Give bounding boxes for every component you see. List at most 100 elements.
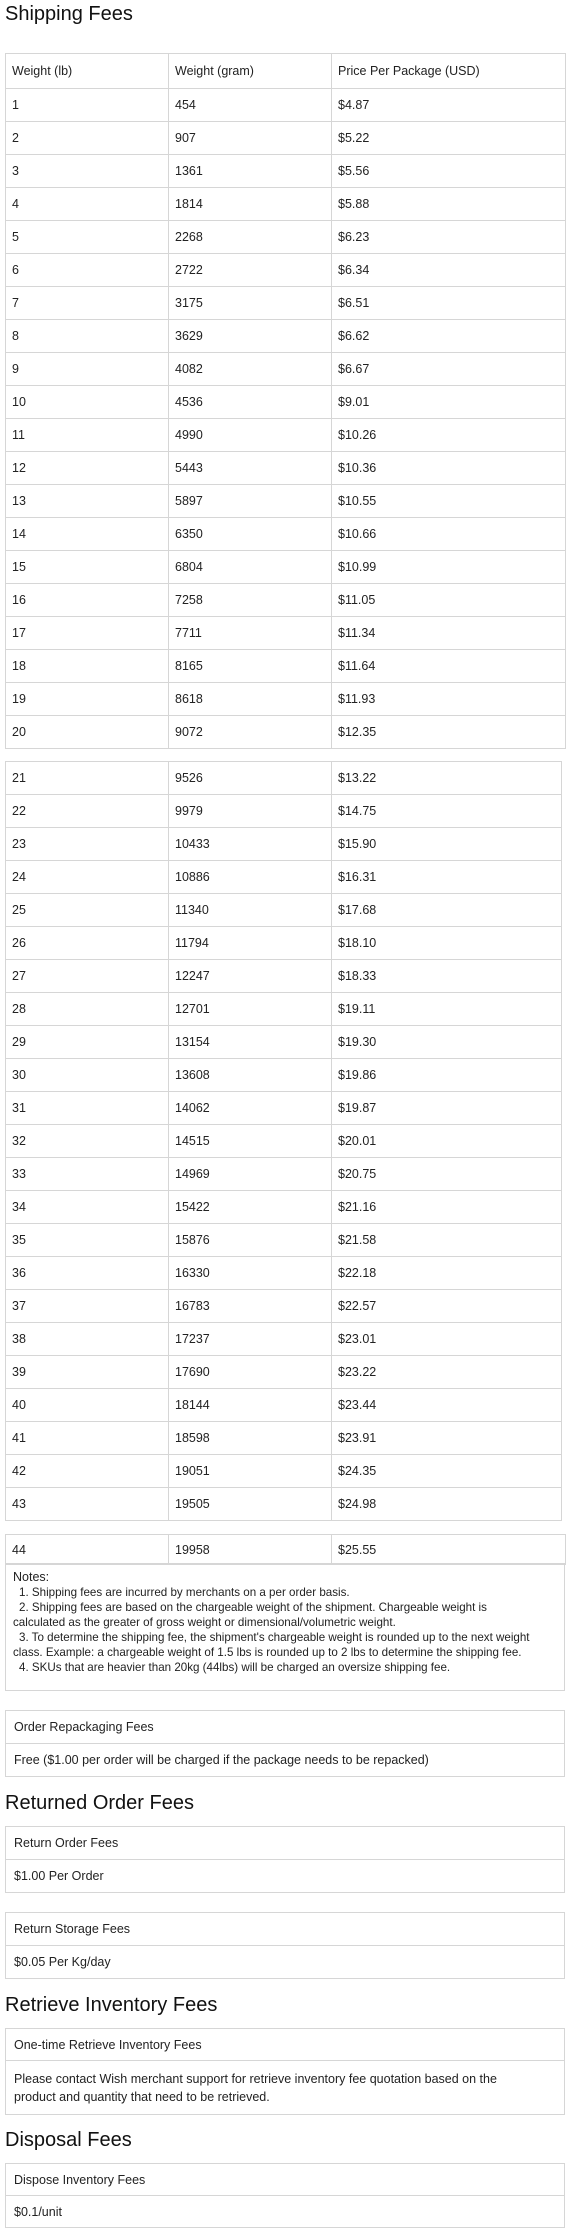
table-cell: 15 [5, 550, 169, 584]
table-row: 41 18598 $23.91 [5, 1421, 562, 1455]
table-cell: $10.26 [331, 418, 566, 452]
table-cell: 17 [5, 616, 169, 650]
table-cell: $6.51 [331, 286, 566, 320]
table-cell: 2268 [168, 220, 332, 254]
table-cell: 38 [5, 1322, 169, 1356]
table-cell: $15.90 [331, 827, 562, 861]
table-header-cell: Price Per Package (USD) [331, 53, 566, 89]
repackaging-fees-label: Order Repackaging Fees [6, 1711, 564, 1744]
table-cell: $23.44 [331, 1388, 562, 1422]
table-cell: 6350 [168, 517, 332, 551]
table-cell: $18.10 [331, 926, 562, 960]
retrieve-inventory-fees-title: Retrieve Inventory Fees [5, 1994, 218, 2016]
notes-title: Notes: [13, 1570, 50, 1584]
table-cell: 27 [5, 959, 169, 993]
table-cell: 15876 [168, 1223, 332, 1257]
note-line: 4. SKUs that are heavier than 20kg (44lb… [19, 1661, 451, 1674]
table-cell: 24 [5, 860, 169, 894]
retrieve-inventory-fees-box: One-time Retrieve Inventory Fees Please … [5, 2028, 565, 2115]
table-row: 2 907 $5.22 [5, 121, 566, 155]
table-cell: 17690 [168, 1355, 332, 1389]
table-row: 4 1814 $5.88 [5, 187, 566, 221]
repackaging-fees-box: Order Repackaging Fees Free ($1.00 per o… [5, 1710, 565, 1777]
table-row: 38 17237 $23.01 [5, 1322, 562, 1356]
table-cell: 16330 [168, 1256, 332, 1290]
table-row: 17 7711 $11.34 [5, 616, 566, 650]
table-cell: $20.01 [331, 1124, 562, 1158]
table-cell: 42 [5, 1454, 169, 1488]
table-row: 18 8165 $11.64 [5, 649, 566, 683]
table-cell: $21.16 [331, 1190, 562, 1224]
table-row: 23 10433 $15.90 [5, 827, 562, 861]
table-cell: 37 [5, 1289, 169, 1323]
note-line: 3. To determine the shipping fee, the sh… [19, 1631, 530, 1644]
table-cell: 12247 [168, 959, 332, 993]
table-cell: 907 [168, 121, 332, 155]
table-row: 43 19505 $24.98 [5, 1487, 562, 1521]
shipping-fees-table-continued: 21 9526 $13.22 22 9979 $14.75 23 10433 $15.90 24 1… [5, 761, 562, 1521]
dispose-inventory-fees-value: $0.1/unit [14, 2204, 62, 2219]
table-cell: $14.75 [331, 794, 562, 828]
table-row: 29 13154 $19.30 [5, 1025, 562, 1059]
table-row: 11 4990 $10.26 [5, 418, 566, 452]
table-cell: 14515 [168, 1124, 332, 1158]
return-storage-fees-label: Return Storage Fees [6, 1913, 564, 1946]
table-cell: $25.55 [331, 1534, 566, 1565]
table-cell: 8 [5, 319, 169, 353]
table-cell: 17237 [168, 1322, 332, 1356]
table-row: 31 14062 $19.87 [5, 1091, 562, 1125]
return-order-fees-value: $1.00 Per Order [14, 1869, 104, 1883]
table-cell: $5.56 [331, 154, 566, 188]
table-cell: 19051 [168, 1454, 332, 1488]
table-cell: 2722 [168, 253, 332, 287]
table-cell: 10886 [168, 860, 332, 894]
table-cell: $24.35 [331, 1454, 562, 1488]
table-row: 33 14969 $20.75 [5, 1157, 562, 1191]
table-cell: 11794 [168, 926, 332, 960]
table-row: 42 19051 $24.35 [5, 1454, 562, 1488]
table-cell: 16 [5, 583, 169, 617]
table-cell: $4.87 [331, 88, 566, 122]
table-cell: $11.64 [331, 649, 566, 683]
disposal-fees-title: Disposal Fees [5, 2129, 132, 2151]
table-cell: 4 [5, 187, 169, 221]
table-row: 26 11794 $18.10 [5, 926, 562, 960]
table-cell: $10.55 [331, 484, 566, 518]
table-cell: 22 [5, 794, 169, 828]
return-order-fees-label: Return Order Fees [6, 1827, 564, 1860]
table-cell: 5 [5, 220, 169, 254]
table-cell: $11.93 [331, 682, 566, 716]
table-cell: 12 [5, 451, 169, 485]
table-row: 3 1361 $5.56 [5, 154, 566, 188]
table-cell: $23.91 [331, 1421, 562, 1455]
table-cell: 14 [5, 517, 169, 551]
table-cell: 14969 [168, 1157, 332, 1191]
note-line: 2. Shipping fees are based on the charge… [19, 1601, 487, 1614]
table-cell: $5.88 [331, 187, 566, 221]
table-row: 27 12247 $18.33 [5, 959, 562, 993]
dispose-inventory-fees-label: Dispose Inventory Fees [6, 2164, 564, 2196]
table-cell: 19 [5, 682, 169, 716]
table-cell: 43 [5, 1487, 169, 1521]
table-row: 6 2722 $6.34 [5, 253, 566, 287]
table-row: 15 6804 $10.99 [5, 550, 566, 584]
table-cell: $10.36 [331, 451, 566, 485]
table-row: 36 16330 $22.18 [5, 1256, 562, 1290]
table-row: 8 3629 $6.62 [5, 319, 566, 353]
repackaging-fees-value: Free ($1.00 per order will be charged if… [14, 1753, 429, 1767]
table-cell: 19958 [168, 1534, 332, 1565]
shipping-notes: Notes: 1. Shipping fees are incurred by … [5, 1563, 565, 1691]
table-cell: $6.62 [331, 319, 566, 353]
table-cell: 9072 [168, 715, 332, 749]
table-row: 40 18144 $23.44 [5, 1388, 562, 1422]
table-cell: 13608 [168, 1058, 332, 1092]
table-cell: 19505 [168, 1487, 332, 1521]
table-row: 5 2268 $6.23 [5, 220, 566, 254]
table-header-cell: Weight (lb) [5, 53, 169, 89]
table-row: 22 9979 $14.75 [5, 794, 562, 828]
table-cell: 30 [5, 1058, 169, 1092]
table-cell: 33 [5, 1157, 169, 1191]
table-cell: 20 [5, 715, 169, 749]
table-row: 28 12701 $19.11 [5, 992, 562, 1026]
table-cell: 9526 [168, 761, 332, 795]
